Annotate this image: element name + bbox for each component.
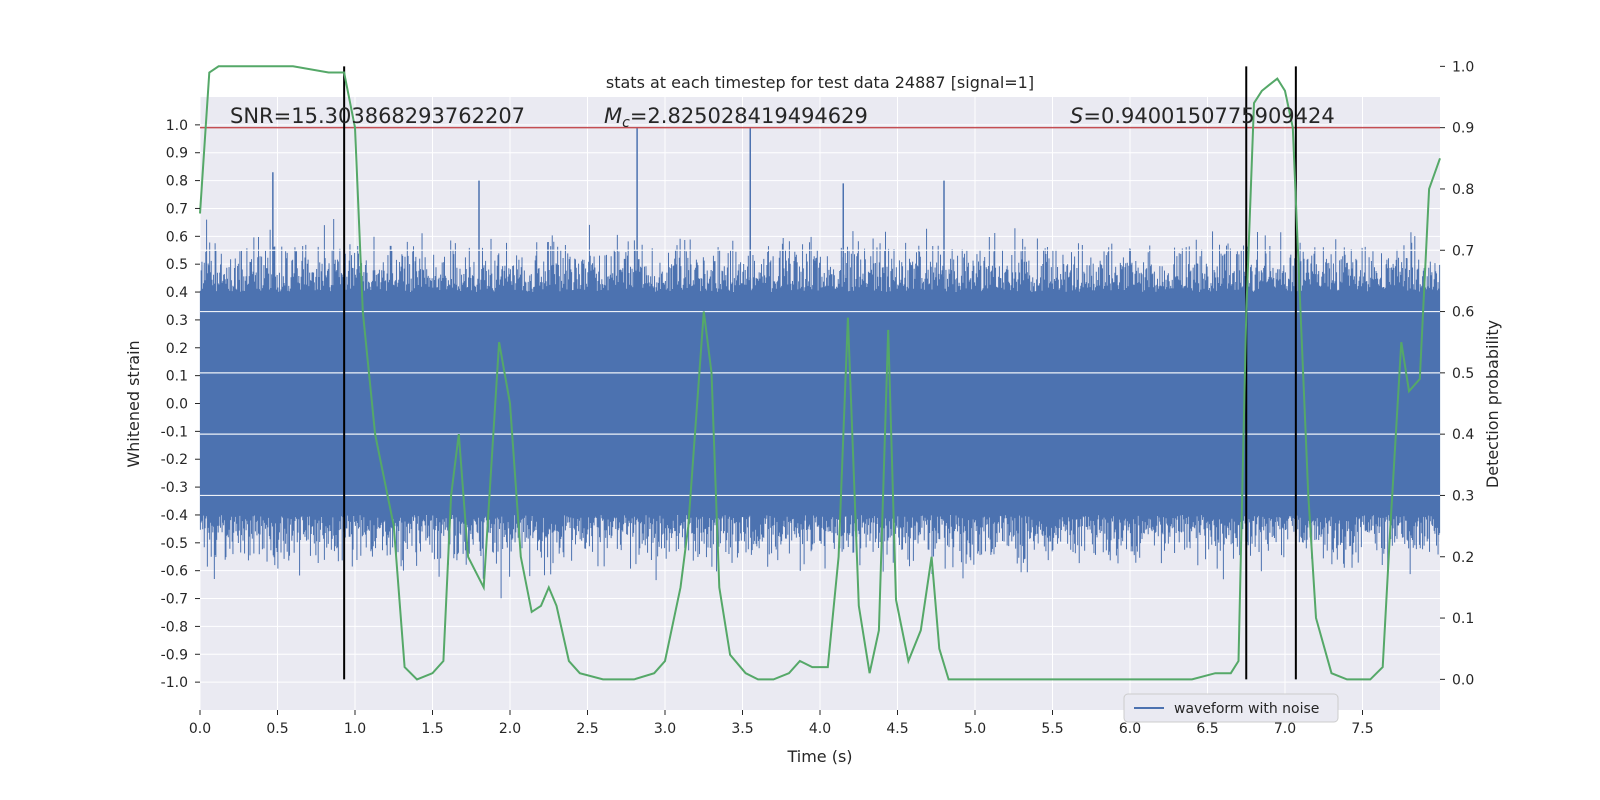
y-tick-label: -1.0 (161, 675, 188, 691)
x-tick-label: 0.5 (266, 721, 288, 737)
y-tick-label: 0.8 (166, 174, 188, 190)
score-annotation: S=0.9400150775909424 (1070, 104, 1335, 128)
y2-tick-label: 0.3 (1452, 488, 1474, 504)
snr-annotation: SNR=15.303868293762207 (230, 104, 525, 128)
y2-tick-label: 1.0 (1452, 59, 1474, 75)
y2-tick-label: 0.0 (1452, 672, 1474, 688)
y2-axis-label: Detection probability (1483, 320, 1502, 488)
y-tick-label: 0.9 (166, 146, 188, 162)
y2-tick-label: 0.1 (1452, 611, 1474, 627)
x-tick-label: 2.0 (499, 721, 521, 737)
s-value: =0.9400150775909424 (1083, 104, 1334, 128)
waveform-series (199, 127, 1441, 599)
x-tick-label: 4.0 (809, 721, 831, 737)
x-tick-label: 5.5 (1041, 721, 1063, 737)
y-axis-label: Whitened strain (124, 340, 143, 467)
mc-symbol: M (604, 104, 622, 128)
x-tick-label: 1.5 (421, 721, 443, 737)
y-tick-label: -0.6 (161, 564, 188, 580)
waveform-trace (199, 219, 1441, 599)
y2-ticks: 1.0 0.9 0.8 0.7 0.6 0.5 0.4 0.3 0.2 0.1 0.0 (1440, 59, 1474, 688)
y-tick-label: 0.7 (166, 201, 188, 217)
legend-box (1123, 693, 1339, 723)
x-tick-label: 1.0 (344, 721, 366, 737)
y-tick-label: 0.6 (166, 229, 188, 245)
x-tick-label: 2.5 (576, 721, 598, 737)
y-tick-label: 1.0 (166, 118, 188, 134)
x-tick-label: 5.0 (964, 721, 986, 737)
y-tick-label: 0.0 (166, 397, 188, 413)
x-tick-label: 3.0 (654, 721, 676, 737)
y-tick-label: -0.3 (161, 480, 188, 496)
y-tick-label: 0.5 (166, 257, 188, 273)
legend-label: waveform with noise (1174, 701, 1319, 717)
y-tick-label: -0.2 (161, 452, 188, 468)
y-tick-label: -0.1 (161, 424, 188, 440)
y2-tick-label: 0.9 (1452, 121, 1474, 137)
x-tick-label: 3.5 (731, 721, 753, 737)
x-ticks: 0.0 0.5 1.0 1.5 2.0 2.5 3.0 3.5 4.0 4.5 5.0 5.5 6.0 6… (189, 710, 1374, 737)
y2-tick-label: 0.6 (1452, 305, 1474, 321)
legend: waveform with noise (1123, 693, 1339, 723)
y-tick-label: -0.4 (161, 508, 188, 524)
x-axis-label: Time (s) (786, 747, 852, 766)
chart-title: stats at each timestep for test data 248… (606, 73, 1034, 92)
x-tick-label: 6.5 (1196, 721, 1218, 737)
y2-tick-label: 0.5 (1452, 366, 1474, 382)
x-tick-label: 7.0 (1274, 721, 1296, 737)
mc-value: =2.825028419494629 (630, 104, 868, 128)
x-tick-label: 7.5 (1351, 721, 1373, 737)
s-symbol: S (1070, 104, 1083, 128)
x-tick-label: 4.5 (886, 721, 908, 737)
y-tick-label: -0.9 (161, 647, 188, 663)
y-tick-label: -0.5 (161, 536, 188, 552)
y2-tick-label: 0.7 (1452, 243, 1474, 259)
y-tick-label: 0.4 (166, 285, 188, 301)
chirp-mass-annotation: Mc=2.825028419494629 (604, 104, 868, 131)
y2-tick-label: 0.8 (1452, 182, 1474, 198)
y-ticks: 1.0 0.9 0.8 0.7 0.6 0.5 0.4 0.3 0.2 0.1 0.0 -0.1 -0.… (161, 118, 200, 691)
mc-subscript: c (622, 115, 630, 131)
y-tick-label: 0.1 (166, 369, 188, 385)
y-tick-label: -0.7 (161, 592, 188, 608)
x-tick-label: 6.0 (1119, 721, 1141, 737)
y-tick-label: 0.2 (166, 341, 188, 357)
y2-tick-label: 0.2 (1452, 550, 1474, 566)
y-tick-label: 0.3 (166, 313, 188, 329)
y-tick-label: -0.8 (161, 619, 188, 635)
gridline-overlay (200, 249, 1440, 497)
detection-probability-line (199, 65, 1441, 681)
marker-lines (343, 66, 1297, 680)
x-tick-label: 0.0 (189, 721, 211, 737)
y2-tick-label: 0.4 (1452, 427, 1474, 443)
